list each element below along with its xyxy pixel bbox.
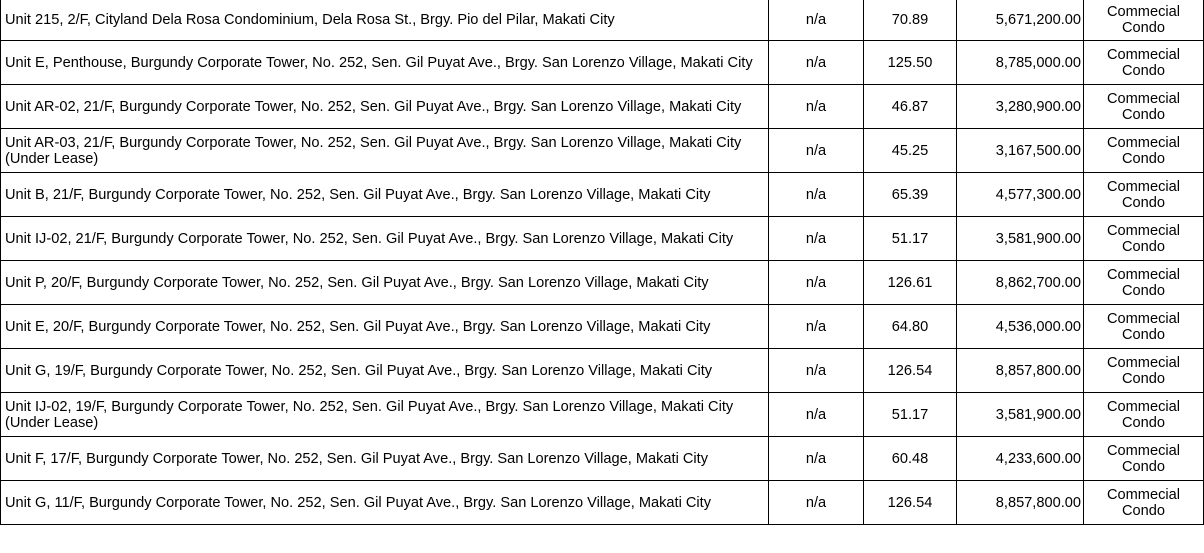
- table-row: Unit 215, 2/F, Cityland Dela Rosa Condom…: [0, 0, 1204, 41]
- area-cell: 125.50: [863, 40, 957, 85]
- address-cell: Unit B, 21/F, Burgundy Corporate Tower, …: [0, 172, 769, 217]
- lot-cell: n/a: [768, 348, 864, 393]
- area-cell: 60.48: [863, 436, 957, 481]
- type-text: Commecial: [1107, 90, 1180, 107]
- area-cell: 45.25: [863, 128, 957, 173]
- table-row: Unit IJ-02, 21/F, Burgundy Corporate Tow…: [0, 216, 1204, 261]
- type-text: Commecial: [1107, 310, 1180, 327]
- area-cell: 51.17: [863, 216, 957, 261]
- address-cell: Unit AR-02, 21/F, Burgundy Corporate Tow…: [0, 84, 769, 129]
- address-cell: Unit F, 17/F, Burgundy Corporate Tower, …: [0, 436, 769, 481]
- area-cell: 46.87: [863, 84, 957, 129]
- type-cell: Commecial Condo: [1083, 40, 1204, 85]
- price-cell: 4,233,600.00: [956, 436, 1084, 481]
- type-text: Commecial: [1107, 4, 1180, 20]
- lot-cell: n/a: [768, 172, 864, 217]
- price-cell: 8,785,000.00: [956, 40, 1084, 85]
- type-text: Condo: [1121, 194, 1165, 211]
- table-row: Unit IJ-02, 19/F, Burgundy Corporate Tow…: [0, 392, 1204, 437]
- lot-cell: n/a: [768, 392, 864, 437]
- type-text: Commecial: [1107, 486, 1180, 503]
- type-text: Commecial: [1107, 266, 1180, 283]
- type-text: Commecial: [1107, 178, 1180, 195]
- price-cell: 8,862,700.00: [956, 260, 1084, 305]
- price-cell: 3,581,900.00: [956, 216, 1084, 261]
- address-cell: Unit E, 20/F, Burgundy Corporate Tower, …: [0, 304, 769, 349]
- type-text: Condo: [1121, 414, 1165, 431]
- type-text: Condo: [1121, 238, 1165, 255]
- lot-cell: n/a: [768, 128, 864, 173]
- address-cell: Unit IJ-02, 19/F, Burgundy Corporate Tow…: [0, 392, 769, 437]
- area-cell: 65.39: [863, 172, 957, 217]
- lot-cell: n/a: [768, 260, 864, 305]
- type-cell: Commecial Condo: [1083, 172, 1204, 217]
- table-row: Unit F, 17/F, Burgundy Corporate Tower, …: [0, 436, 1204, 481]
- price-cell: 4,536,000.00: [956, 304, 1084, 349]
- type-text: Condo: [1121, 282, 1165, 299]
- lot-cell: n/a: [768, 480, 864, 525]
- lot-cell: n/a: [768, 216, 864, 261]
- address-cell: Unit P, 20/F, Burgundy Corporate Tower, …: [0, 260, 769, 305]
- type-text: Commecial: [1107, 222, 1180, 239]
- type-cell: Commecial Condo: [1083, 436, 1204, 481]
- type-cell: Commecial Condo: [1083, 480, 1204, 525]
- area-cell: 126.54: [863, 480, 957, 525]
- price-cell: 3,280,900.00: [956, 84, 1084, 129]
- lot-cell: n/a: [768, 0, 864, 41]
- table-row: Unit P, 20/F, Burgundy Corporate Tower, …: [0, 260, 1204, 305]
- type-text: Condo: [1121, 106, 1165, 123]
- type-text: Commecial: [1107, 442, 1180, 459]
- price-cell: 4,577,300.00: [956, 172, 1084, 217]
- area-cell: 70.89: [863, 0, 957, 41]
- type-cell: Commecial Condo: [1083, 84, 1204, 129]
- price-cell: 3,167,500.00: [956, 128, 1084, 173]
- area-cell: 51.17: [863, 392, 957, 437]
- type-text: Condo: [1121, 370, 1165, 387]
- type-text: Commecial: [1107, 134, 1180, 151]
- table-row: Unit E, Penthouse, Burgundy Corporate To…: [0, 40, 1204, 85]
- property-table-body: Unit 215, 2/F, Cityland Dela Rosa Condom…: [0, 0, 1204, 525]
- address-cell: Unit AR-03, 21/F, Burgundy Corporate Tow…: [0, 128, 769, 173]
- area-cell: 64.80: [863, 304, 957, 349]
- lot-cell: n/a: [768, 40, 864, 85]
- type-text: Commecial: [1107, 354, 1180, 371]
- address-cell: Unit 215, 2/F, Cityland Dela Rosa Condom…: [0, 0, 769, 41]
- area-cell: 126.54: [863, 348, 957, 393]
- type-text: Condo: [1121, 502, 1165, 519]
- price-cell: 8,857,800.00: [956, 480, 1084, 525]
- price-cell: 5,671,200.00: [956, 0, 1084, 41]
- type-text: Condo: [1121, 62, 1165, 79]
- type-cell: Commecial Condo: [1083, 216, 1204, 261]
- type-text: Commecial: [1107, 398, 1180, 415]
- type-cell: Commecial Condo: [1083, 304, 1204, 349]
- table-row: Unit G, 19/F, Burgundy Corporate Tower, …: [0, 348, 1204, 393]
- type-text: Condo: [1121, 150, 1165, 167]
- table-row: Unit G, 11/F, Burgundy Corporate Tower, …: [0, 480, 1204, 525]
- table-row: Unit AR-03, 21/F, Burgundy Corporate Tow…: [0, 128, 1204, 173]
- table-row: Unit B, 21/F, Burgundy Corporate Tower, …: [0, 172, 1204, 217]
- lot-cell: n/a: [768, 84, 864, 129]
- type-cell: Commecial Condo: [1083, 128, 1204, 173]
- type-text: Condo: [1121, 20, 1165, 36]
- type-cell: Commecial Condo: [1083, 260, 1204, 305]
- type-text: Condo: [1121, 326, 1165, 343]
- type-cell: Commecial Condo: [1083, 348, 1204, 393]
- type-cell: Commecial Condo: [1083, 0, 1204, 41]
- type-text: Condo: [1121, 458, 1165, 475]
- type-cell: Commecial Condo: [1083, 392, 1204, 437]
- area-cell: 126.61: [863, 260, 957, 305]
- table-row: Unit AR-02, 21/F, Burgundy Corporate Tow…: [0, 84, 1204, 129]
- address-cell: Unit E, Penthouse, Burgundy Corporate To…: [0, 40, 769, 85]
- price-cell: 3,581,900.00: [956, 392, 1084, 437]
- address-cell: Unit G, 11/F, Burgundy Corporate Tower, …: [0, 480, 769, 525]
- table-row: Unit E, 20/F, Burgundy Corporate Tower, …: [0, 304, 1204, 349]
- address-cell: Unit G, 19/F, Burgundy Corporate Tower, …: [0, 348, 769, 393]
- property-table: Unit 215, 2/F, Cityland Dela Rosa Condom…: [0, 0, 1204, 525]
- address-cell: Unit IJ-02, 21/F, Burgundy Corporate Tow…: [0, 216, 769, 261]
- lot-cell: n/a: [768, 304, 864, 349]
- type-text: Commecial: [1107, 46, 1180, 63]
- lot-cell: n/a: [768, 436, 864, 481]
- price-cell: 8,857,800.00: [956, 348, 1084, 393]
